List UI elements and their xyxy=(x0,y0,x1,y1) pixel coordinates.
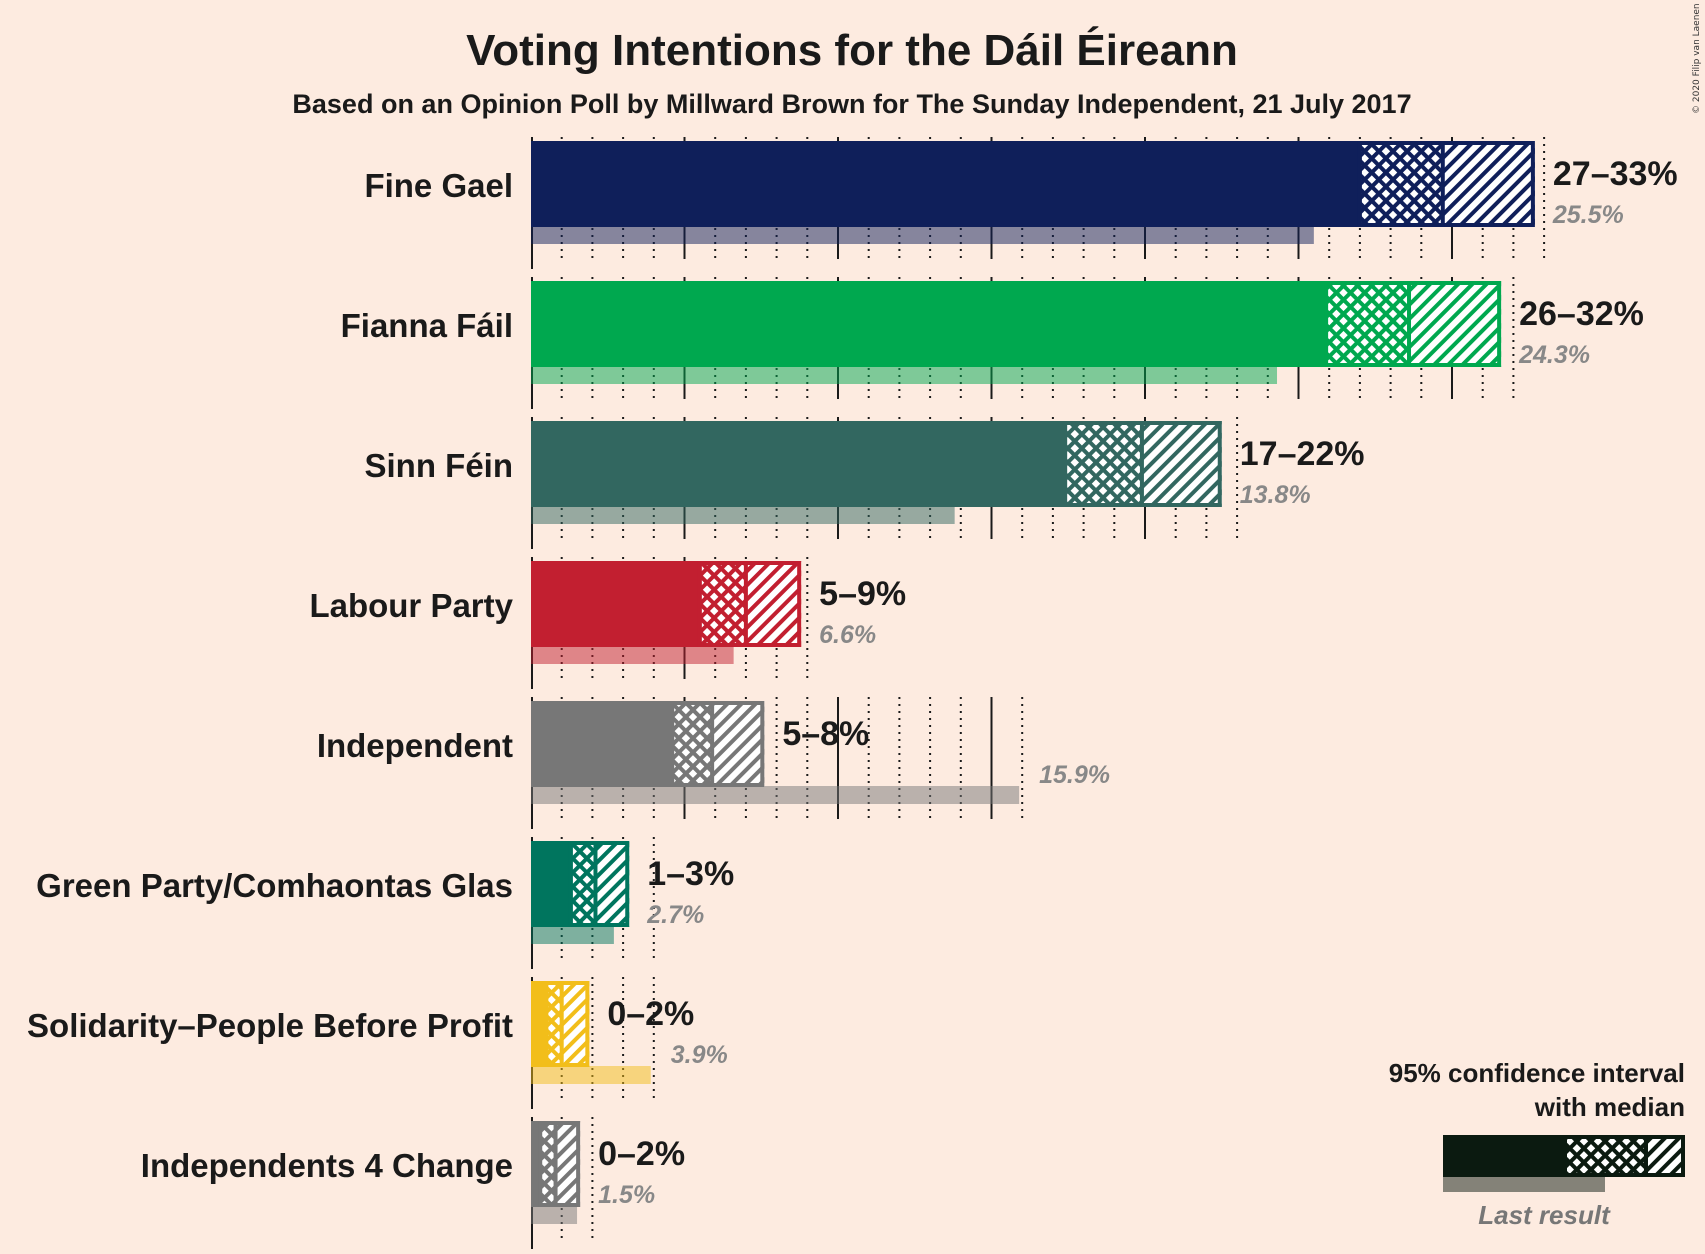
ci-solid-bar-sinn-fein xyxy=(531,421,1066,507)
last-result-label-independents-4-change: 1.5% xyxy=(598,1181,655,1209)
ci-lower-half-independent xyxy=(672,701,713,787)
party-label-independent: Independent xyxy=(317,727,513,764)
last-result-bar-labour-party xyxy=(531,646,734,664)
range-label-fine-gael: 27–33% xyxy=(1553,155,1678,193)
last-result-bar-independents-4-change xyxy=(531,1206,578,1224)
ci-lower-half-green-party-comhaontas-glas xyxy=(570,841,596,927)
last-result-label-green-party-comhaontas-glas: 2.7% xyxy=(646,901,704,929)
party-label-independents-4-change: Independents 4 Change xyxy=(141,1147,513,1184)
last-result-label-fine-gael: 25.5% xyxy=(1552,201,1624,229)
last-result-label-sinn-fein: 13.8% xyxy=(1240,481,1311,509)
range-label-labour-party: 5–9% xyxy=(819,575,906,613)
party-label-solidarity-people-before-profit: Solidarity–People Before Profit xyxy=(27,1007,513,1044)
range-label-solidarity-people-before-profit: 0–2% xyxy=(607,995,694,1033)
last-result-bar-green-party-comhaontas-glas xyxy=(531,926,614,944)
range-label-independents-4-change: 0–2% xyxy=(598,1135,685,1173)
ci-lower-half-fianna-fail xyxy=(1326,281,1410,367)
range-label-green-party-comhaontas-glas: 1–3% xyxy=(647,855,734,893)
legend-last-result-label: Last result xyxy=(1478,1200,1611,1230)
party-row-solidarity-people-before-profit: Solidarity–People Before Profit 0–2% 3.9% xyxy=(27,977,728,1109)
ci-upper-half-sinn-fein xyxy=(1141,421,1222,507)
party-row-labour-party: Labour Party 5–9% 6.6% xyxy=(309,557,906,689)
party-row-fine-gael: Fine Gael 27–33% 25.5% xyxy=(364,137,1678,269)
range-label-sinn-fein: 17–22% xyxy=(1240,435,1365,473)
legend-solid-bar xyxy=(1443,1135,1565,1177)
legend-title-line2: with median xyxy=(1534,1092,1685,1122)
party-label-fine-gael: Fine Gael xyxy=(364,167,513,204)
last-result-bar-independent xyxy=(531,786,1020,804)
legend-lower-half xyxy=(1565,1135,1646,1177)
ci-lower-half-sinn-fein xyxy=(1065,421,1142,507)
last-result-bar-sinn-fein xyxy=(531,506,955,524)
ci-outline-independents-4-change xyxy=(538,1121,581,1207)
party-row-independents-4-change: Independents 4 Change 0–2% 1.5% xyxy=(141,1117,685,1249)
last-result-label-independent: 15.9% xyxy=(1039,761,1110,789)
ci-upper-half-solidarity-people-before-profit xyxy=(561,981,590,1067)
ci-outline-fianna-fail xyxy=(1324,281,1502,367)
party-row-independent: Independent 5–8% 15.9% xyxy=(317,697,1110,829)
last-result-label-labour-party: 6.6% xyxy=(819,621,876,649)
ci-upper-half-independent xyxy=(712,701,765,787)
ci-lower-half-labour-party xyxy=(699,561,746,647)
party-row-green-party-comhaontas-glas: Green Party/Comhaontas Glas 1–3% 2.7% xyxy=(36,837,734,969)
ci-lower-half-independents-4-change xyxy=(540,1121,556,1207)
party-row-fianna-fail: Fianna Fáil 26–32% 24.3% xyxy=(341,277,1644,409)
ci-upper-half-fine-gael xyxy=(1442,141,1535,227)
ci-solid-bar-green-party-comhaontas-glas xyxy=(531,841,571,927)
range-label-fianna-fail: 26–32% xyxy=(1519,295,1644,333)
last-result-label-fianna-fail: 24.3% xyxy=(1518,341,1590,369)
ci-solid-bar-solidarity-people-before-profit xyxy=(531,981,547,1067)
chart-title: Voting Intentions for the Dáil Éireann xyxy=(466,25,1238,75)
last-result-bar-solidarity-people-before-profit xyxy=(531,1066,651,1084)
ci-outline-independent xyxy=(670,701,765,787)
ci-lower-half-solidarity-people-before-profit xyxy=(546,981,562,1067)
bars-layer: Fine Gael 27–33% 25.5% Fianna Fáil 26–32% 24.… xyxy=(27,137,1678,1249)
ci-lower-half-fine-gael xyxy=(1359,141,1443,227)
party-label-green-party-comhaontas-glas: Green Party/Comhaontas Glas xyxy=(36,867,513,904)
ci-solid-bar-fianna-fail xyxy=(531,281,1327,367)
party-label-labour-party: Labour Party xyxy=(309,587,513,624)
ci-outline-fine-gael xyxy=(1357,141,1535,227)
legend-ci-outline xyxy=(1563,1135,1685,1177)
copyright-notice: © 2020 Filip van Laenen xyxy=(1692,3,1702,114)
ci-solid-bar-fine-gael xyxy=(531,141,1360,227)
ci-solid-bar-labour-party xyxy=(531,561,700,647)
last-result-bar-fianna-fail xyxy=(531,366,1278,384)
ci-outline-labour-party xyxy=(697,561,802,647)
ci-upper-half-independents-4-change xyxy=(555,1121,581,1207)
ci-upper-half-green-party-comhaontas-glas xyxy=(595,841,630,927)
ci-solid-bar-independent xyxy=(531,701,673,787)
ci-outline-green-party-comhaontas-glas xyxy=(568,841,630,927)
range-label-independent: 5–8% xyxy=(782,715,869,753)
ci-upper-half-fianna-fail xyxy=(1409,281,1502,367)
last-result-bar-fine-gael xyxy=(531,226,1314,244)
ci-upper-half-labour-party xyxy=(745,561,802,647)
legend: 95% confidence interval with median Last… xyxy=(1389,1058,1685,1230)
ci-solid-bar-independents-4-change xyxy=(531,1121,541,1207)
party-label-fianna-fail: Fianna Fáil xyxy=(341,307,513,344)
party-row-sinn-fein: Sinn Féin 17–22% 13.8% xyxy=(365,417,1365,549)
ci-outline-solidarity-people-before-profit xyxy=(544,981,590,1067)
chart-subtitle: Based on an Opinion Poll by Millward Bro… xyxy=(292,89,1411,119)
legend-upper-half xyxy=(1646,1135,1685,1177)
last-result-label-solidarity-people-before-profit: 3.9% xyxy=(671,1041,728,1069)
legend-title-line1: 95% confidence interval xyxy=(1389,1058,1685,1088)
party-label-sinn-fein: Sinn Féin xyxy=(365,447,514,484)
